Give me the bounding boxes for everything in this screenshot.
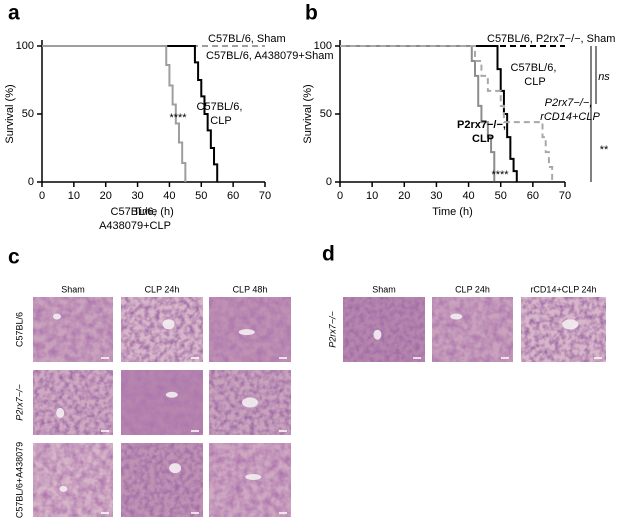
micrograph-texture — [121, 443, 203, 517]
x-tick-label: 20 — [100, 190, 112, 202]
x-tick-label: 50 — [495, 190, 507, 202]
panel-label: b — [305, 2, 318, 25]
x-tick-label: 20 — [398, 190, 410, 202]
significance: ns — [598, 71, 610, 83]
x-tick-label: 0 — [337, 190, 343, 202]
row-label: C57BL/6 — [14, 312, 24, 347]
significance: **** — [491, 169, 509, 181]
x-tick-label: 40 — [462, 190, 474, 202]
x-tick-label: 50 — [195, 190, 207, 202]
column-label: Sham — [61, 284, 85, 294]
row-label: C57BL/6+A438079 — [14, 442, 24, 518]
vessel — [169, 463, 182, 474]
y-tick-label: 0 — [28, 176, 34, 188]
panel-label: d — [322, 243, 335, 266]
series-label: C57BL/6, Sham — [208, 33, 286, 45]
series-label: C57BL/6, CLP — [511, 62, 560, 88]
vessel — [562, 319, 579, 330]
micrograph-texture — [521, 297, 606, 362]
x-axis-label: Time (h) — [432, 206, 473, 218]
vessel — [162, 319, 175, 330]
column-label: rCD14+CLP 24h — [530, 284, 596, 294]
x-tick-label: 60 — [227, 190, 239, 202]
micrograph-texture — [121, 370, 203, 435]
vessel — [56, 407, 65, 418]
histology: Sham CLP 24h CLP 48h C57BL/6 P2rx7−/− C57BL/6… — [14, 284, 606, 518]
series-label: P2rx7−/−, CLP — [457, 119, 509, 145]
survival-curve — [340, 45, 496, 182]
vessel — [59, 485, 68, 492]
x-tick-label: 10 — [68, 190, 80, 202]
x-tick-label: 70 — [559, 190, 571, 202]
significance: **** — [169, 112, 187, 124]
micrograph-texture — [432, 297, 513, 362]
series-label: P2rx7−/−, rCD14+CLP — [540, 97, 600, 123]
x-tick-label: 30 — [131, 190, 143, 202]
survival-curve — [340, 45, 554, 182]
series-label: C57BL/6, CLP — [197, 101, 246, 127]
significance: ** — [600, 144, 609, 156]
column-label: CLP 48h — [233, 284, 268, 294]
vessel — [165, 391, 178, 398]
row-label: P2rx7−/− — [327, 311, 337, 348]
vessel — [245, 474, 262, 481]
micrograph-texture — [33, 370, 113, 435]
row-label: P2rx7−/− — [14, 384, 24, 421]
x-tick-label: 40 — [163, 190, 175, 202]
vessel — [242, 397, 258, 408]
micrograph-texture — [209, 443, 291, 517]
vessel — [53, 313, 61, 320]
x-tick-label: 30 — [430, 190, 442, 202]
survival-curve — [42, 45, 219, 182]
series-label: C57BL/6, P2rx7−/−, Sham — [487, 33, 615, 45]
series-label: C57BL/6, A438079+Sham — [206, 50, 334, 62]
micrograph-texture — [121, 297, 203, 362]
micrograph-texture — [33, 443, 113, 517]
panel-label: c — [8, 246, 20, 269]
x-tick-label: 60 — [527, 190, 539, 202]
vessel — [450, 313, 463, 320]
y-axis-label: Survival (%) — [4, 84, 16, 143]
x-tick-label: 0 — [39, 190, 45, 202]
y-tick-label: 50 — [320, 108, 332, 120]
y-tick-label: 0 — [326, 176, 332, 188]
y-tick-label: 100 — [16, 40, 34, 52]
survival-curve — [340, 45, 518, 182]
x-tick-label: 10 — [366, 190, 378, 202]
series-label: C57BL/6, A438079+CLP — [99, 206, 171, 232]
column-label: Sham — [372, 284, 396, 294]
y-tick-label: 50 — [22, 108, 34, 120]
micrograph-texture — [33, 297, 113, 362]
x-tick-label: 70 — [259, 190, 271, 202]
micrograph-texture — [343, 297, 425, 362]
vessel — [373, 329, 382, 340]
y-tick-label: 100 — [314, 40, 332, 52]
column-label: CLP 24h — [145, 284, 180, 294]
panel-label: a — [8, 2, 20, 25]
survival-curve — [42, 45, 187, 182]
y-axis-label: Survival (%) — [302, 84, 314, 143]
vessel — [238, 329, 255, 336]
column-label: CLP 24h — [455, 284, 490, 294]
x-axis-label: Time (h) — [133, 206, 174, 218]
